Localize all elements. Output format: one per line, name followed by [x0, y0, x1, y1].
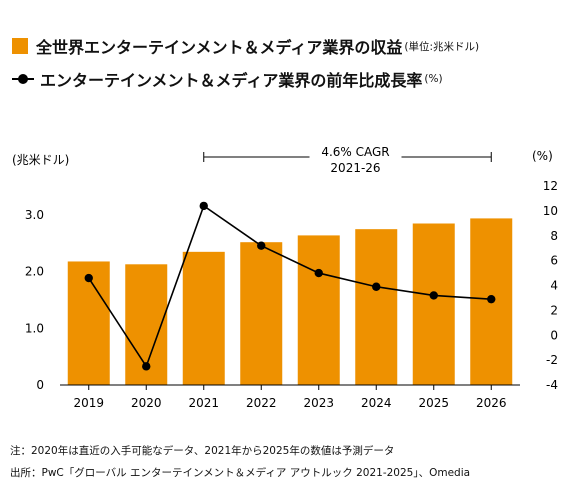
x-tick-label: 2026 [476, 396, 507, 410]
legend-line-label: エンターテインメント＆メディア業界の前年比成長率 [40, 71, 423, 90]
line-marker-icon [12, 71, 34, 87]
source-note: 出所：PwC「グローバル エンターテインメント＆メディア アウトルック 2021… [10, 467, 471, 479]
legend-bar-label: 全世界エンターテインメント＆メディア業界の収益 [36, 38, 403, 57]
y-left-tick-label: 0 [36, 378, 44, 392]
x-tick-label: 2023 [303, 396, 334, 410]
growth-point-2020 [142, 362, 151, 371]
y-right-tick-label: -4 [546, 378, 558, 392]
bar-2021 [182, 251, 225, 385]
y-right-tick-label: 0 [550, 328, 558, 342]
legend-bar-unit: (単位:兆米ドル) [404, 40, 480, 53]
y-left-tick-label: 2.0 [25, 265, 44, 279]
legend-line-unit: (%) [424, 73, 443, 85]
cagr-bracket [203, 152, 492, 162]
footnote: 注：2020年は直近の入手可能なデータ、2021年から2025年の数値は予測デー… [10, 445, 395, 457]
x-tick-label: 2022 [246, 396, 277, 410]
y-right-tick-label: 8 [550, 229, 558, 243]
bar-2024 [355, 229, 398, 385]
growth-point-2022 [257, 241, 266, 250]
legend-line-entry: エンターテインメント＆メディア業界の前年比成長率 (%) [12, 67, 443, 91]
x-tick-label: 2019 [73, 396, 104, 410]
bar-swatch-icon [12, 38, 28, 54]
x-tick-label: 2020 [131, 396, 162, 410]
right-axis-unit: (%) [532, 149, 553, 163]
y-right-tick-label: 10 [543, 204, 558, 218]
y-left-tick-label: 1.0 [25, 321, 44, 335]
y-right-tick-label: 2 [550, 303, 558, 317]
bar-2023 [297, 235, 340, 385]
y-right-tick-label: 6 [550, 254, 558, 268]
growth-point-2024 [372, 282, 381, 291]
x-tick-label: 2021 [188, 396, 219, 410]
cagr-period-label: 2021-26 [330, 161, 380, 175]
y-right-tick-label: 4 [550, 279, 558, 293]
growth-point-2023 [314, 268, 323, 278]
bar-2025 [412, 223, 455, 385]
legend-bar-entry: 全世界エンターテインメント＆メディア業界の収益 (単位:兆米ドル) [12, 34, 479, 58]
cagr-label: 4.6% CAGR [321, 145, 389, 159]
y-right-tick-label: -2 [546, 353, 558, 367]
growth-rate-line [88, 204, 492, 369]
left-axis-unit: (兆米ドル) [12, 153, 69, 167]
bar-2022 [240, 242, 283, 385]
growth-point-2021 [199, 201, 208, 211]
growth-point-2019 [84, 273, 93, 283]
growth-point-2025 [429, 291, 438, 300]
growth-point-2026 [487, 294, 496, 304]
y-right-tick-label: 12 [543, 179, 558, 193]
x-tick-label: 2024 [361, 396, 392, 410]
x-tick-label: 2025 [418, 396, 449, 410]
y-left-tick-label: 3.0 [25, 208, 44, 222]
